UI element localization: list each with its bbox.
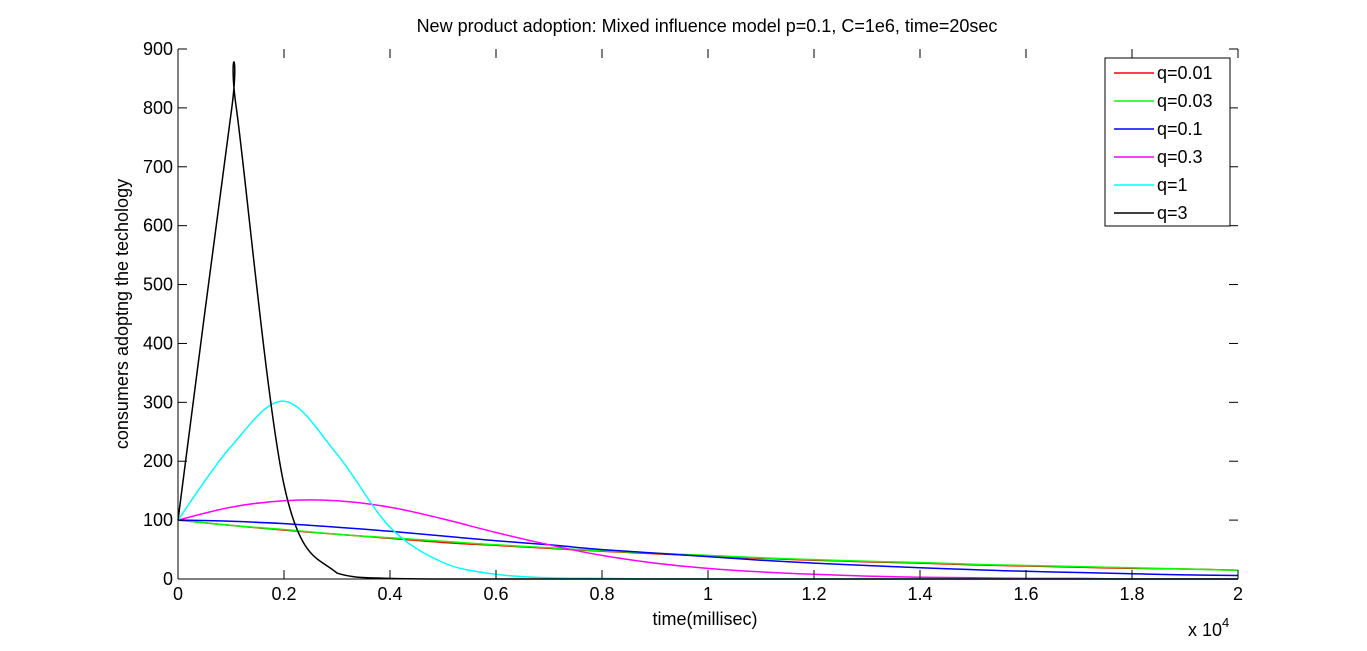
x-tick-label: 1.8 (1119, 584, 1144, 604)
series-line-q=0.1 (177, 519, 1239, 577)
x-tick-label: 2 (1233, 584, 1243, 604)
legend-label: q=1 (1157, 175, 1188, 195)
x-ticks: 0 0.2 0.4 0.6 0.8 1 1.2 1.4 1.6 1.8 2 (173, 49, 1243, 604)
legend-items: q=0.01 q=0.03 q=0.1 q=0.3 q=1 q=3 (1114, 63, 1213, 223)
y-tick-label: 800 (143, 98, 173, 118)
y-axis-label: consumers adoptng the techology (112, 179, 132, 449)
y-tick-label: 100 (143, 510, 173, 530)
y-tick-label: 700 (143, 157, 173, 177)
x-tick-label: 1.2 (801, 584, 826, 604)
chart-title: New product adoption: Mixed influence mo… (417, 16, 998, 36)
y-tick-label: 400 (143, 333, 173, 353)
y-tick-label: 200 (143, 451, 173, 471)
x-tick-label: 0.8 (589, 584, 614, 604)
y-tick-label: 600 (143, 216, 173, 236)
plot-frame (178, 49, 1238, 579)
x-tick-label: 0.6 (483, 584, 508, 604)
x-tick-label: 1 (703, 584, 713, 604)
x-tick-label: 0 (173, 584, 183, 604)
y-tick-label: 900 (143, 39, 173, 59)
legend-label: q=0.03 (1157, 91, 1213, 111)
legend-label: q=3 (1157, 203, 1188, 223)
x-tick-label: 1.4 (907, 584, 932, 604)
y-tick-label: 0 (163, 569, 173, 589)
series-line-q=0.03 (177, 519, 1239, 571)
legend: q=0.01 q=0.03 q=0.1 q=0.3 q=1 q=3 (1104, 57, 1231, 227)
legend-box (1104, 57, 1231, 227)
x-tick-label: 0.2 (271, 584, 296, 604)
x-tick-label: 0.4 (377, 584, 402, 604)
legend-label: q=0.1 (1157, 119, 1203, 139)
plot-area: 0 0.2 0.4 0.6 0.8 1 1.2 1.4 1.6 1.8 2 0 100 200 300 40… (143, 39, 1243, 604)
legend-label: q=0.01 (1157, 63, 1213, 83)
x-multiplier-base: x 10 (1188, 620, 1222, 640)
y-tick-label: 300 (143, 392, 173, 412)
y-ticks: 0 100 200 300 400 500 600 700 800 900 (143, 39, 1238, 589)
x-multiplier: x 104 (1188, 615, 1229, 640)
x-axis-label: time(millisec) (653, 609, 758, 629)
x-tick-label: 1.6 (1013, 584, 1038, 604)
legend-label: q=0.3 (1157, 147, 1203, 167)
y-tick-label: 500 (143, 275, 173, 295)
x-multiplier-exponent: 4 (1222, 615, 1229, 630)
